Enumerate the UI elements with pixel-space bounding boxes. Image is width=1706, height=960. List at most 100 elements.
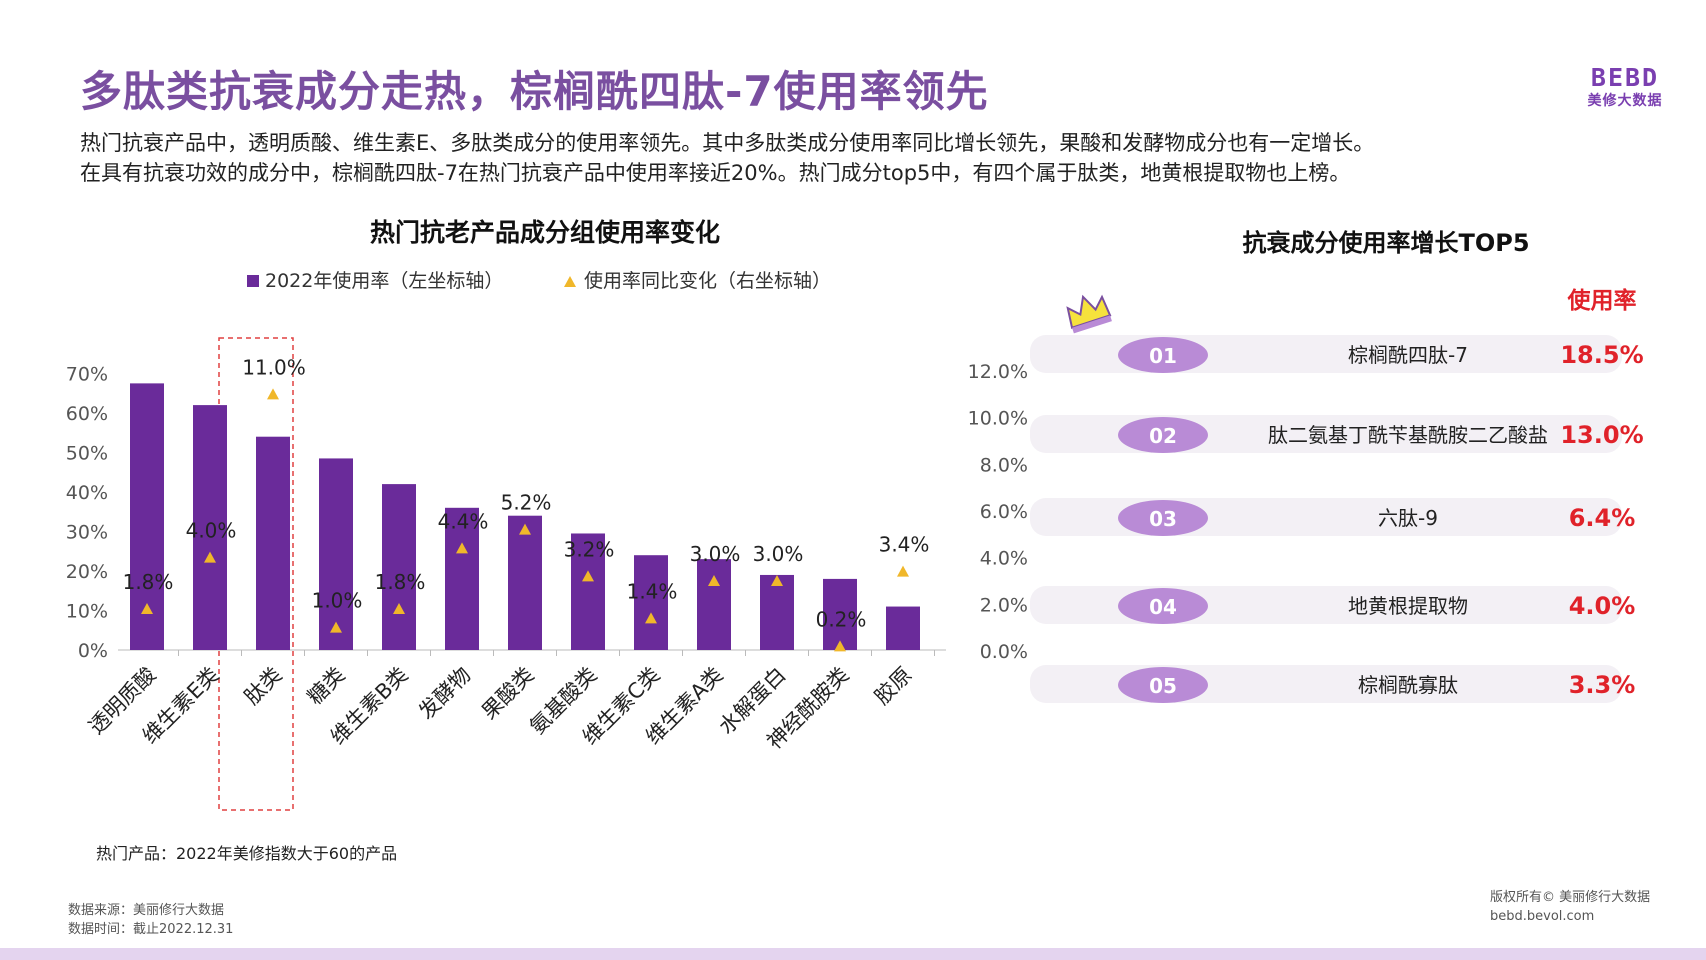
bar (382, 484, 416, 650)
usage-value: 4.0% (1569, 592, 1636, 620)
ingredient-name: 地黄根提取物 (1348, 594, 1468, 618)
logo-mark: BEBD (1590, 63, 1660, 92)
usage-value: 6.4% (1569, 504, 1636, 532)
category-label: 肽类 (240, 663, 287, 710)
ingredient-name: 肽二氨基丁酰苄基酰胺二乙酸盐 (1268, 423, 1548, 447)
yoy-label: 3.2% (564, 537, 615, 561)
bar (571, 533, 605, 650)
data-source-line: 数据来源：美丽修行大数据 (68, 903, 225, 918)
bar (256, 436, 290, 650)
bar (886, 606, 920, 650)
yoy-label: 4.4% (438, 509, 489, 533)
category-label: 胶原 (870, 663, 917, 710)
copyright-line: 版权所有© 美丽修行大数据 (1490, 890, 1651, 905)
usage-rate-chart-svg: 热门抗老产品成分组使用率变化 2022年使用率（左坐标轴） 使用率同比变化（右坐标轴… (66, 218, 1028, 811)
bar (697, 559, 731, 650)
ranking-title: 抗衰成分使用率增长TOP5 (1242, 229, 1529, 257)
ingredient-name: 六肽-9 (1378, 506, 1438, 530)
yoy-label: 3.0% (753, 542, 804, 566)
yoy-marker (582, 570, 594, 582)
legend-marker-swatch (564, 276, 576, 287)
yoy-label: 5.2% (501, 491, 552, 515)
yoy-label: 1.4% (627, 579, 678, 603)
bar (445, 507, 479, 650)
yoy-marker (267, 388, 279, 400)
rank-badge (1118, 417, 1208, 453)
yoy-marker (645, 612, 657, 624)
bar (634, 555, 668, 650)
rank-number: 03 (1149, 507, 1177, 531)
y-tick-label: 40% (66, 482, 108, 504)
y2-tick-label: 4.0% (980, 548, 1028, 570)
yoy-marker (519, 523, 531, 535)
ingredient-name: 棕榈酰四肽-7 (1348, 343, 1468, 367)
logo-subtitle: 美修大数据 (1587, 93, 1663, 109)
legend-bar-swatch (247, 275, 259, 287)
yoy-label: 11.0% (242, 355, 306, 379)
usage-rate-chart: 热门抗老产品成分组使用率变化 2022年使用率（左坐标轴） 使用率同比变化（右坐标轴… (0, 218, 1028, 865)
crown-band (1072, 315, 1112, 334)
ingredient-name: 棕榈酰寡肽 (1358, 673, 1458, 697)
bar (508, 515, 542, 650)
y-tick-label: 0% (78, 640, 108, 662)
y-tick-label: 50% (66, 443, 108, 465)
yoy-label: 1.8% (123, 570, 174, 594)
usage-value: 18.5% (1560, 341, 1643, 369)
usage-value: 3.3% (1569, 671, 1636, 699)
yoy-marker (708, 575, 720, 586)
yoy-label: 1.0% (312, 589, 363, 613)
yoy-label: 3.4% (879, 533, 930, 557)
y2-tick-label: 8.0% (980, 454, 1028, 476)
y2-tick-label: 12.0% (968, 361, 1028, 383)
y-tick-label: 20% (66, 561, 108, 583)
rank-badge (1118, 667, 1208, 703)
legend-marker-label: 使用率同比变化（右坐标轴） (584, 270, 831, 292)
chart-title: 热门抗老产品成分组使用率变化 (370, 218, 720, 247)
copyright: 版权所有© 美丽修行大数据 bebd.bevol.com (1490, 888, 1650, 926)
rank-number: 02 (1149, 424, 1177, 448)
yoy-label: 3.0% (690, 542, 741, 566)
brand-logo: BEBD 美修大数据 (1566, 64, 1684, 110)
yoy-marker (456, 542, 468, 554)
rank-number: 01 (1149, 344, 1177, 368)
bottom-bar (0, 948, 1706, 960)
yoy-label: 0.2% (816, 607, 867, 631)
description: 热门抗衰产品中，透明质酸、维生素E、多肽类成分的使用率领先。其中多肽类成分使用率… (80, 128, 1640, 188)
yoy-marker (204, 551, 216, 563)
yoy-marker (771, 575, 783, 586)
description-line-1: 热门抗衰产品中，透明质酸、维生素E、多肽类成分的使用率领先。其中多肽类成分使用率… (80, 131, 1375, 155)
yoy-marker (141, 603, 153, 614)
y2-tick-label: 6.0% (980, 501, 1028, 523)
yoy-marker (897, 565, 909, 577)
crown-shape (1066, 294, 1112, 330)
data-time-line: 数据时间：截止2022.12.31 (68, 922, 234, 937)
rank-badge (1118, 337, 1208, 373)
category-label: 糖类 (303, 663, 350, 710)
usage-value: 13.0% (1560, 421, 1643, 449)
bar (760, 574, 794, 650)
footnote: 热门产品：2022年美修指数大于60的产品 (96, 844, 398, 863)
category-label: 发酵物 (414, 663, 476, 725)
yoy-marker (834, 640, 846, 652)
y-tick-label: 60% (66, 403, 108, 425)
value-header: 使用率 (1567, 287, 1637, 314)
legend-bar-label: 2022年使用率（左坐标轴） (265, 270, 503, 292)
data-source: 数据来源：美丽修行大数据 数据时间：截止2022.12.31 (68, 901, 233, 939)
yoy-marker (330, 621, 342, 633)
y-tick-label: 70% (66, 364, 108, 386)
category-label: 果酸类 (477, 663, 539, 725)
y-tick-label: 10% (66, 601, 108, 623)
top5-ranking: 抗衰成分使用率增长TOP5 使用率 01 棕榈酰四肽-7 18.5% 02 肽二氨基丁酰苄基… (960, 225, 1706, 745)
top5-ranking-svg: 抗衰成分使用率增长TOP5 使用率 01 棕榈酰四肽-7 18.5% 02 肽二氨基丁酰苄基… (1030, 229, 1644, 703)
y2-tick-label: 10.0% (968, 408, 1028, 430)
yoy-label: 1.8% (375, 570, 426, 594)
website-line: bebd.bevol.com (1490, 909, 1595, 924)
bar (823, 578, 857, 650)
rank-badge (1118, 500, 1208, 536)
y-tick-label: 30% (66, 522, 108, 544)
rank-number: 05 (1149, 674, 1177, 698)
page-title: 多肽类抗衰成分走热，棕榈酰四肽-7使用率领先 (80, 67, 989, 116)
rank-badge (1118, 588, 1208, 624)
rank-number: 04 (1149, 595, 1177, 619)
description-line-2: 在具有抗衰功效的成分中，棕榈酰四肽-7在热门抗衰产品中使用率接近20%。热门成分… (80, 161, 1351, 185)
